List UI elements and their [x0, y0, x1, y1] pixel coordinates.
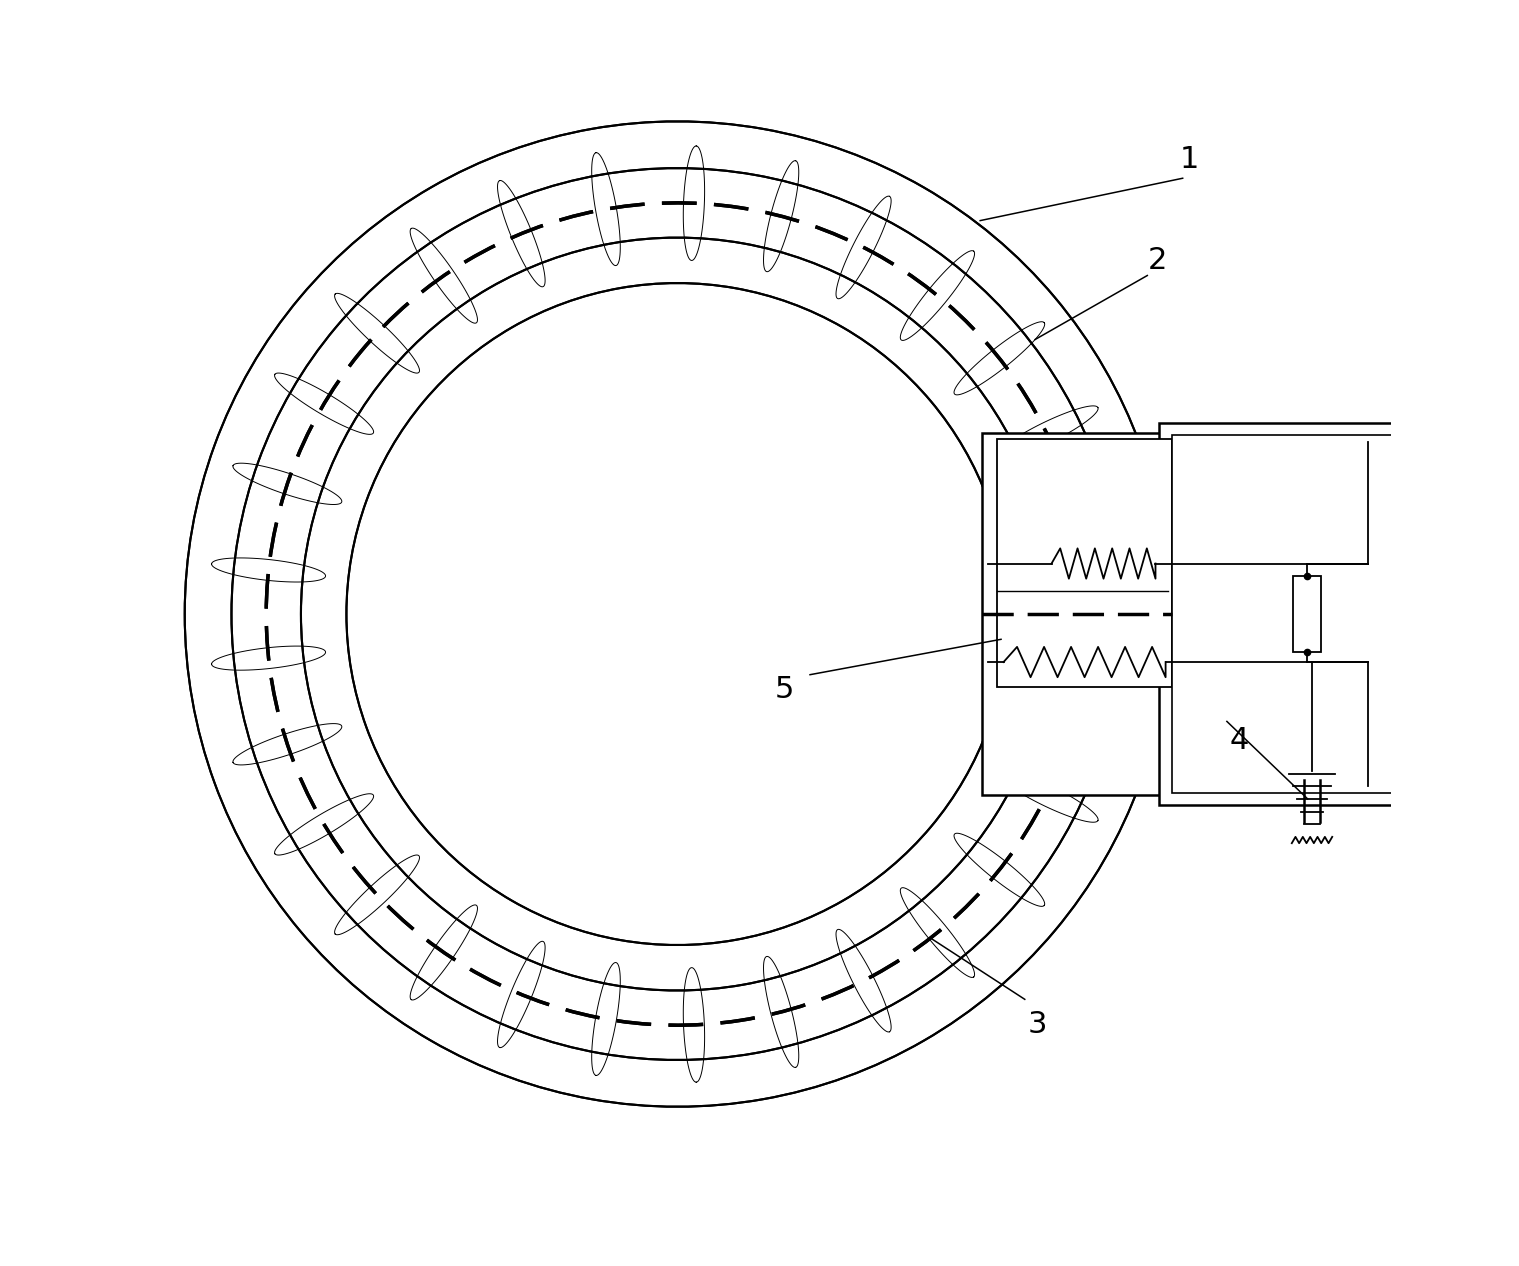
Bar [1159, 423, 1405, 805]
Bar [1173, 436, 1393, 793]
Text: 4: 4 [1230, 725, 1249, 755]
Text: 5: 5 [775, 675, 794, 704]
Text: 3: 3 [1028, 1010, 1047, 1039]
Bar [998, 439, 1173, 687]
Bar [1293, 576, 1322, 652]
Bar [983, 433, 1165, 795]
Text: 2: 2 [1148, 246, 1167, 275]
Text: 1: 1 [1179, 144, 1198, 173]
